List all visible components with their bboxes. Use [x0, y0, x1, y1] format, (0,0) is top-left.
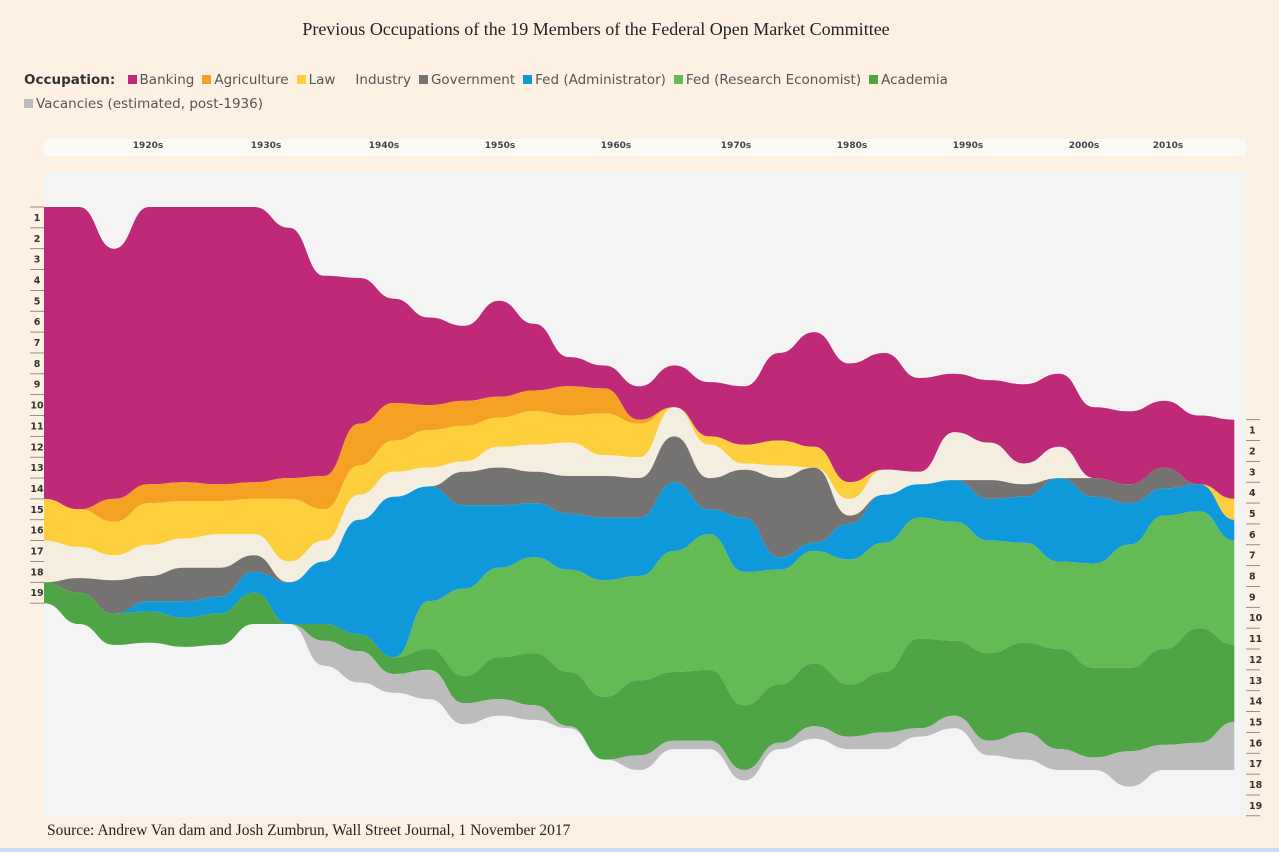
x-tick-label: 1970s [720, 141, 752, 151]
y-tick-label: 19 [1249, 801, 1262, 812]
y-tick-label: 7 [1249, 551, 1256, 562]
legend-swatch [202, 75, 212, 84]
y-tick-label: 13 [30, 463, 43, 474]
y-tick-label: 10 [1249, 613, 1263, 624]
legend-label: Vacancies (estimated, post-1936) [36, 96, 263, 112]
legend-item-fed-research-economist: Fed (Research Economist) [673, 68, 862, 92]
legend-item-law: Law [296, 68, 336, 92]
legend-label: Law [308, 72, 336, 88]
x-tick-label: 1930s [250, 141, 282, 151]
y-tick-label: 2 [1249, 446, 1256, 457]
legend-swatch [127, 75, 137, 84]
y-tick-label: 6 [1249, 530, 1256, 541]
chart-title: Previous Occupations of the 19 Members o… [302, 19, 890, 39]
legend-item-government: Government [418, 68, 516, 92]
legend-swatch [418, 75, 428, 84]
source-note: Source: Andrew Van dam and Josh Zumbrun,… [47, 822, 571, 839]
legend: Occupation: Banking Agriculture Law Industr… [24, 68, 1204, 116]
area-academia [44, 582, 1235, 770]
y-tick-label: 17 [1249, 759, 1262, 770]
area-layers [44, 207, 1235, 787]
x-tick-label: 1950s [484, 141, 516, 151]
area-industry [44, 407, 1235, 583]
y-tick-label: 15 [30, 505, 43, 516]
legend-item-industry: Industry [343, 68, 411, 92]
legend-label: Academia [881, 72, 948, 88]
legend-label: Banking [139, 72, 195, 88]
y-tick-label: 9 [34, 380, 41, 391]
y-tick-label: 12 [1249, 655, 1262, 666]
x-tick-label: 1940s [368, 141, 400, 151]
legend-title: Occupation: [24, 72, 116, 88]
x-tick-label: 1990s [952, 141, 984, 151]
y-tick-label: 3 [1249, 467, 1256, 478]
legend-swatch [24, 99, 33, 108]
y-tick-label: 10 [30, 401, 44, 412]
y-tick-label: 14 [30, 484, 44, 495]
x-tick-label: 1960s [600, 141, 632, 151]
legend-item-academia: Academia [869, 68, 948, 92]
legend-swatch [523, 75, 533, 84]
legend-label: Fed (Administrator) [535, 72, 666, 88]
y-tick-label: 2 [34, 234, 41, 245]
legend-item-fed-administrator: Fed (Administrator) [523, 68, 666, 92]
area-fed-administrator [44, 478, 1235, 658]
y-tick-label: 5 [1249, 509, 1256, 520]
legend-swatch [673, 75, 683, 84]
y-tick-label: 13 [1249, 676, 1262, 687]
y-tick-label: 16 [1249, 738, 1263, 749]
y-tick-label: 16 [30, 526, 44, 537]
x-tick-label: 1920s [132, 141, 164, 151]
y-tick-label: 4 [34, 275, 41, 286]
legend-label: Government [430, 72, 516, 88]
y-tick-label: 14 [1249, 697, 1263, 708]
x-tick-label: 1980s [836, 141, 868, 151]
legend-item-vacancies-estimated-post-1936: Vacancies (estimated, post-1936) [24, 92, 263, 116]
y-tick-label: 3 [34, 255, 41, 266]
legend-item-banking: Banking [127, 68, 195, 92]
legend-swatch [869, 75, 879, 84]
area-banking [44, 207, 1235, 510]
y-tick-label: 19 [30, 588, 43, 599]
area-vacancies-estimated-post-1936 [44, 603, 1235, 787]
y-tick-label: 9 [1249, 592, 1256, 603]
y-tick-label: 1 [1249, 426, 1256, 437]
legend-label: Industry [355, 72, 411, 88]
y-tick-label: 6 [34, 317, 41, 328]
y-tick-label: 11 [1249, 634, 1262, 645]
y-tick-label: 8 [1249, 572, 1256, 583]
y-tick-label: 17 [30, 547, 43, 558]
y-tick-label: 15 [1249, 717, 1262, 728]
y-tick-label: 4 [1249, 488, 1256, 499]
area-law [44, 407, 1235, 562]
x-tick-label: 2010s [1152, 141, 1184, 151]
x-tick-label: 2000s [1068, 141, 1100, 151]
area-fed-research-economist [44, 511, 1235, 706]
y-tick-label: 12 [30, 442, 43, 453]
legend-label: Agriculture [214, 72, 289, 88]
y-tick-label: 18 [1249, 780, 1263, 791]
y-tick-label: 11 [30, 421, 43, 432]
y-tick-label: 7 [34, 338, 41, 349]
y-tick-label: 5 [34, 296, 41, 307]
y-tick-label: 8 [34, 359, 41, 370]
legend-item-agriculture: Agriculture [202, 68, 289, 92]
x-axis-decades: 1920s 1930s 1940s 1950s 1960s 1970s 1980s 1990s… [44, 139, 1246, 156]
y-tick-label: 18 [30, 567, 44, 578]
legend-swatch [296, 75, 306, 84]
legend-label: Fed (Research Economist) [685, 72, 862, 88]
y-tick-label: 1 [34, 213, 41, 224]
area-government [44, 436, 1235, 614]
window-bottom-strip [0, 848, 1279, 852]
